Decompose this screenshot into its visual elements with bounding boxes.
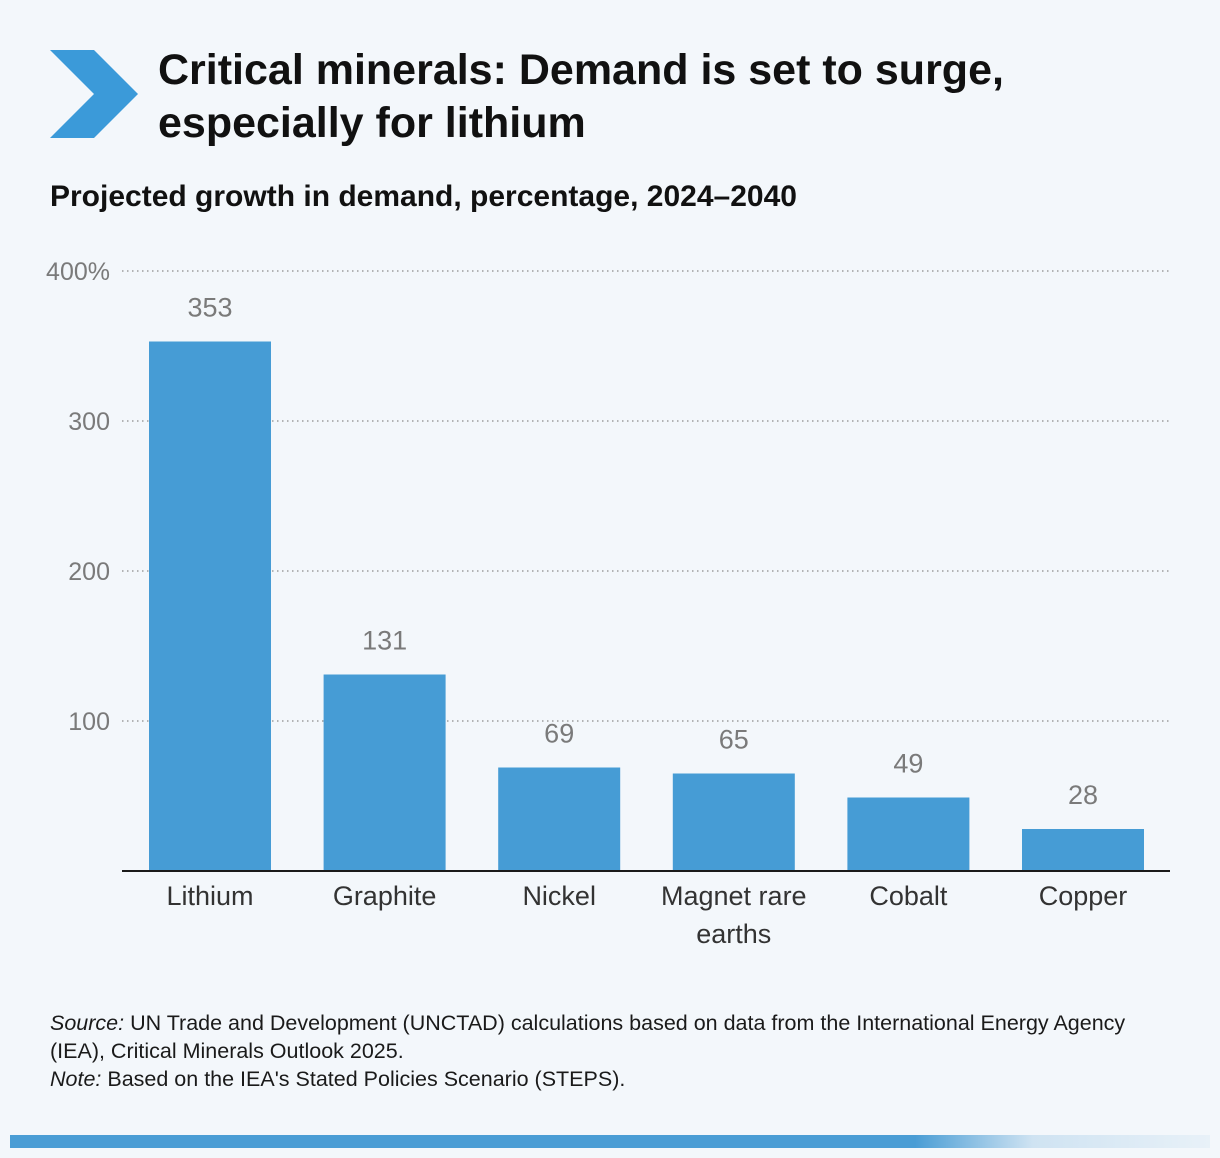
x-tick-label-cobalt: Cobalt xyxy=(869,881,948,911)
source-line: Source: UN Trade and Development (UNCTAD… xyxy=(50,1009,1170,1065)
x-tick-label-line: Cobalt xyxy=(869,881,948,911)
y-tick-label-200: 200 xyxy=(68,558,110,586)
x-tick-label-line: Lithium xyxy=(166,881,253,911)
chevron-logo-icon xyxy=(50,50,138,138)
data-label-copper: 28 xyxy=(1068,780,1098,810)
bar-copper xyxy=(1022,829,1144,871)
x-tick-label-line: Magnet rare xyxy=(661,881,807,911)
bar-lithium xyxy=(149,341,271,871)
x-tick-label-magnet-rare-earths: Magnet rare earths xyxy=(661,881,807,949)
bar-nickel xyxy=(498,767,621,871)
chart-title-line-1: Critical minerals: Demand is set to surg… xyxy=(158,46,1004,94)
data-label-nickel: 69 xyxy=(544,719,574,749)
source-notes: Source: UN Trade and Development (UNCTAD… xyxy=(50,1009,1170,1093)
x-tick-label-nickel: Nickel xyxy=(522,881,596,911)
data-label-magnet-rare-earths: 65 xyxy=(719,725,749,755)
bar-chart: 100 200 300 400% 353 Lithium 131 Graphite 69 Nick… xyxy=(46,258,1170,949)
source-label: Source: xyxy=(50,1011,125,1035)
bar-cobalt xyxy=(847,797,970,871)
chevron-shape xyxy=(50,50,138,138)
y-tick-label-400: 400% xyxy=(46,258,110,286)
chart-subtitle: Projected growth in demand, percentage, … xyxy=(50,180,797,213)
note-label: Note: xyxy=(50,1067,102,1091)
data-label-lithium: 353 xyxy=(187,293,232,323)
x-tick-label-line: earths xyxy=(696,919,771,949)
y-tick-label-300: 300 xyxy=(68,408,110,436)
data-label-graphite: 131 xyxy=(362,626,407,656)
bar-magnet-rare-earths xyxy=(672,773,795,871)
x-tick-label-copper: Copper xyxy=(1039,881,1128,911)
bottom-accent-fade xyxy=(915,1135,1210,1148)
note-line: Note: Based on the IEA's Stated Policies… xyxy=(50,1065,1170,1093)
x-tick-label-graphite: Graphite xyxy=(333,881,437,911)
note-text: Based on the IEA's Stated Policies Scena… xyxy=(101,1067,626,1091)
source-text: UN Trade and Development (UNCTAD) calcul… xyxy=(50,1011,1126,1063)
chart-title: Critical minerals: Demand is set to surg… xyxy=(158,44,1168,150)
x-tick-label-lithium: Lithium xyxy=(166,881,253,911)
x-tick-label-line: Nickel xyxy=(522,881,596,911)
x-tick-label-line: Graphite xyxy=(333,881,437,911)
data-label-cobalt: 49 xyxy=(893,749,923,779)
x-tick-label-line: Copper xyxy=(1039,881,1128,911)
bar-graphite xyxy=(323,674,446,871)
y-tick-label-100: 100 xyxy=(68,708,110,736)
bottom-accent-bar xyxy=(10,1135,915,1148)
chart-title-line-2: especially for lithium xyxy=(158,99,586,147)
